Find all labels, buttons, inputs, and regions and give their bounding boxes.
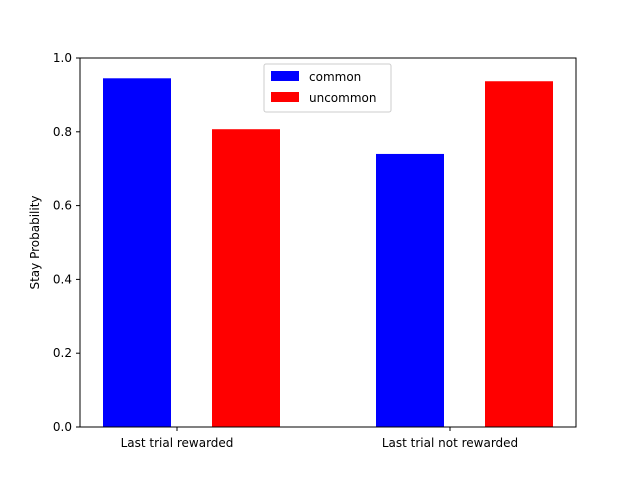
bars-group — [103, 78, 553, 428]
x-tick-label: Last trial not rewarded — [382, 436, 518, 450]
plot-area-frame — [79, 57, 577, 428]
y-axis: 0.0 0.2 0.4 0.6 0.8 1.0 — [53, 51, 80, 434]
legend: common uncommon — [263, 63, 392, 113]
y-tick-label: 1.0 — [53, 51, 72, 65]
y-tick-label: 0.2 — [53, 346, 72, 360]
bar-uncommon-0 — [212, 129, 280, 428]
x-axis: Last trial rewarded Last trial not reward… — [121, 427, 518, 450]
y-axis-title: Stay Probability — [28, 195, 42, 289]
y-tick-label: 0.0 — [53, 420, 72, 434]
y-tick-label: 0.6 — [53, 199, 72, 213]
bar-common-0 — [103, 78, 171, 428]
x-tick-label: Last trial rewarded — [121, 436, 234, 450]
y-tick-label: 0.4 — [53, 272, 72, 286]
legend-label-common: common — [309, 70, 361, 84]
y-tick-label: 0.8 — [53, 125, 72, 139]
legend-swatch-common — [271, 71, 299, 81]
legend-swatch-uncommon — [271, 92, 299, 102]
bar-uncommon-1 — [485, 81, 553, 427]
legend-label-uncommon: uncommon — [309, 91, 376, 105]
bar-common-1 — [376, 153, 444, 427]
